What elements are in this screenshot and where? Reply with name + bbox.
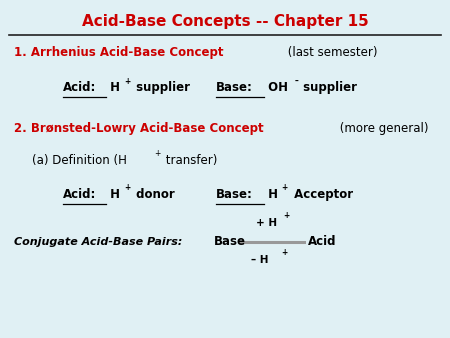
Text: H: H [106,81,120,94]
Text: – H: – H [251,255,268,265]
Text: –: – [295,77,298,86]
Text: Base: Base [214,235,246,248]
Text: supplier: supplier [132,81,190,94]
Text: H: H [264,188,278,201]
Text: (more general): (more general) [336,122,428,135]
Text: H: H [106,188,120,201]
Text: +: + [154,149,160,159]
Text: Acid-Base Concepts -- Chapter 15: Acid-Base Concepts -- Chapter 15 [81,14,369,28]
Text: +: + [124,183,130,192]
Text: Acceptor: Acceptor [290,188,353,201]
Text: + H: + H [256,218,277,228]
Text: Conjugate Acid-Base Pairs:: Conjugate Acid-Base Pairs: [14,237,182,247]
Text: Acid:: Acid: [63,81,96,94]
Text: 1. Arrhenius Acid-Base Concept: 1. Arrhenius Acid-Base Concept [14,46,223,59]
Text: +: + [281,248,288,257]
Text: +: + [282,183,288,192]
Text: +: + [124,77,130,86]
Text: Acid:: Acid: [63,188,96,201]
Text: Acid: Acid [308,235,337,248]
Text: Base:: Base: [216,81,253,94]
Text: Base:: Base: [216,188,253,201]
Text: (last semester): (last semester) [284,46,377,59]
Text: supplier: supplier [299,81,357,94]
Text: +: + [284,211,290,220]
Text: transfer): transfer) [162,154,217,167]
Text: OH: OH [264,81,288,94]
Text: (a) Definition (H: (a) Definition (H [32,154,126,167]
Text: donor: donor [132,188,175,201]
Text: 2. Brønsted-Lowry Acid-Base Concept: 2. Brønsted-Lowry Acid-Base Concept [14,122,263,135]
